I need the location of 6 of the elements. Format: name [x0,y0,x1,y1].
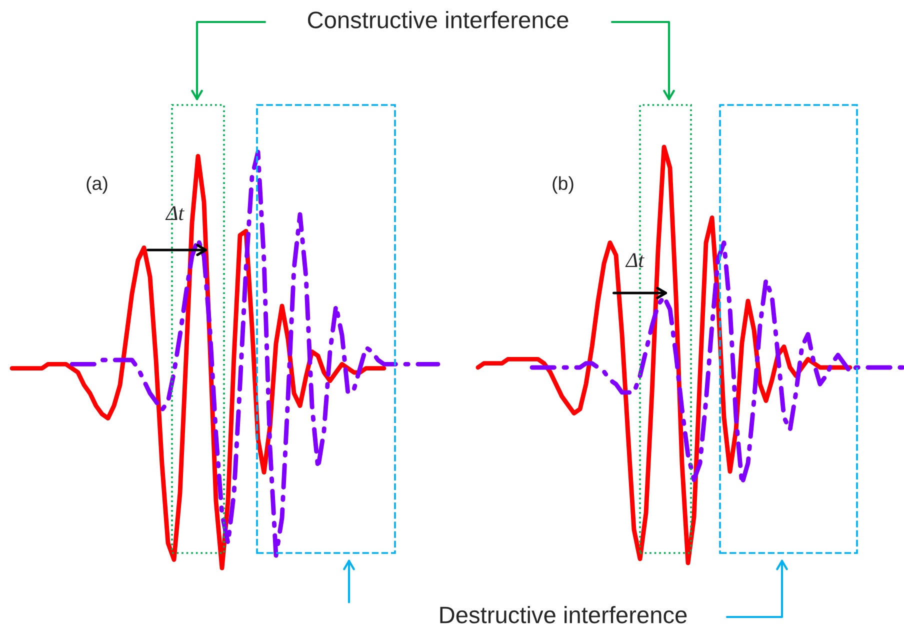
annotation: Δt [165,206,184,220]
annotation: (b) [552,176,574,194]
annotation: (a) [86,176,108,194]
text: Constructive interference [308,10,568,28]
text: Destructive interference [440,606,687,624]
annotation: Δt [625,253,644,268]
